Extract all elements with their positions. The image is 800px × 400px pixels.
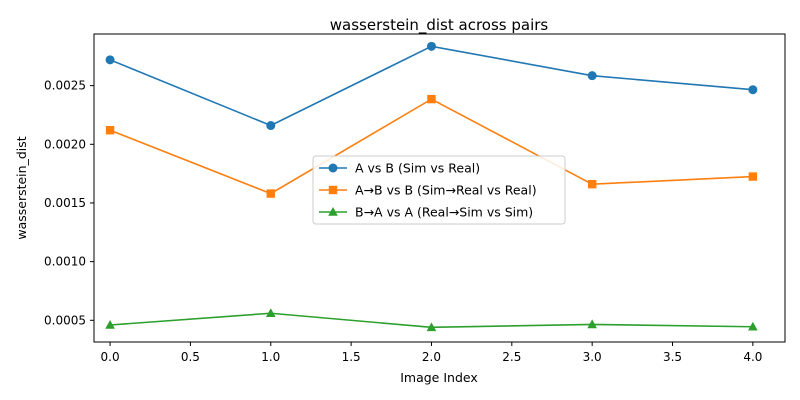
data-point [105, 126, 115, 135]
plot-area [105, 41, 758, 332]
y-tick-label: 0.0010 [44, 255, 86, 269]
series-circle [105, 41, 758, 131]
axes-frame [93, 33, 786, 343]
y-tick-label: 0.0020 [44, 137, 86, 151]
x-axis: 0.0 0.5 1.0 1.5 2.0 2.5 3.0 3.5 4.0 [101, 342, 762, 364]
data-point [748, 321, 758, 331]
x-tick-label: 3.0 [583, 350, 602, 364]
series-triangle [105, 308, 758, 332]
legend: A vs B (Sim vs Real) A→B vs B (Sim→Real v… [312, 155, 566, 225]
legend-marker [328, 163, 338, 173]
legend-marker [328, 207, 338, 216]
legend-label: A→B vs B (Sim→Real vs Real) [355, 183, 537, 198]
legend-label: B→A vs A (Real→Sim vs Sim) [355, 205, 533, 220]
y-axis-label: wasserstein_dist [14, 136, 29, 239]
legend-marker [328, 185, 338, 195]
x-axis-label: Image Index [400, 370, 478, 385]
data-point [427, 94, 436, 104]
chart-title: wasserstein_dist across pairs [330, 16, 549, 35]
y-tick-label: 0.0025 [44, 79, 86, 93]
x-tick-label: 1.0 [261, 350, 280, 364]
data-point [266, 121, 276, 131]
data-point [265, 308, 276, 318]
data-point [587, 179, 597, 189]
x-tick-label: 3.5 [663, 350, 682, 364]
legend-item: A→B vs B (Sim→Real vs Real) [319, 183, 537, 198]
y-tick-label: 0.0015 [44, 196, 86, 210]
data-point [587, 319, 597, 329]
data-point [426, 322, 437, 332]
data-point [426, 41, 436, 51]
data-point [266, 189, 275, 198]
y-tick-label: 0.0005 [44, 313, 86, 327]
x-tick-label: 1.5 [342, 350, 361, 364]
data-point [105, 55, 115, 65]
series-square [105, 94, 758, 198]
legend-label: A vs B (Sim vs Real) [355, 161, 480, 176]
y-axis: 0.0005 0.0010 0.0015 0.0020 0.0025 [44, 79, 94, 327]
data-point [748, 85, 758, 95]
legend-box [312, 155, 566, 225]
x-tick-label: 2.0 [422, 350, 441, 364]
data-point [587, 71, 597, 81]
x-tick-label: 4.0 [743, 350, 762, 364]
series-line [109, 45, 753, 127]
x-tick-label: 2.5 [502, 350, 521, 364]
legend-item: B→A vs A (Real→Sim vs Sim) [319, 205, 533, 220]
x-tick-label: 0.5 [181, 350, 200, 364]
data-point [748, 172, 758, 181]
x-tick-label: 0.0 [101, 350, 120, 364]
legend-item: A vs B (Sim vs Real) [319, 161, 480, 176]
data-point [105, 319, 115, 329]
